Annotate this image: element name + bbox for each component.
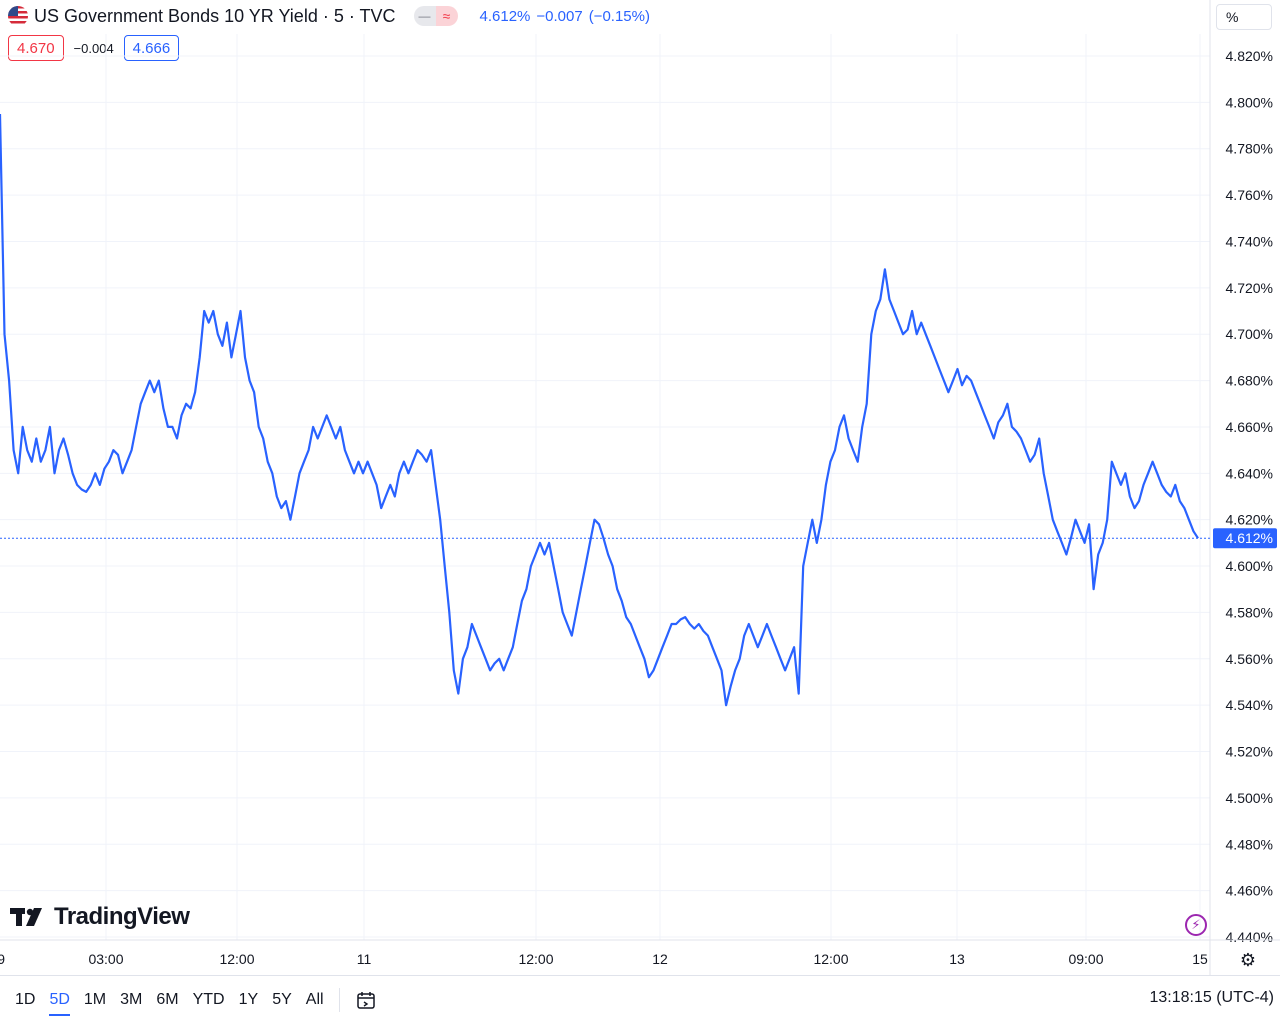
y-tick-label: 4.760% xyxy=(1226,187,1273,203)
x-tick-label: 9 xyxy=(0,951,5,967)
y-tick-label: 4.600% xyxy=(1226,558,1273,574)
market-status-icon[interactable]: — xyxy=(413,6,436,26)
x-tick-label: 13 xyxy=(949,951,965,967)
toolbar-divider xyxy=(338,988,340,1012)
tradingview-mark-icon xyxy=(10,908,42,926)
symbol-title[interactable]: US Government Bonds 10 YR Yield · 5 · TV… xyxy=(34,5,396,26)
range-1d[interactable]: 1D xyxy=(15,991,36,1008)
price-change-percent: (−0.15%) xyxy=(588,7,650,25)
y-tick-label: 4.820% xyxy=(1226,48,1273,64)
last-price: 4.612% xyxy=(479,7,531,25)
settings-icon[interactable]: ⚙ xyxy=(1239,950,1257,970)
range-5y[interactable]: 5Y xyxy=(272,991,292,1008)
y-tick-label: 4.780% xyxy=(1226,141,1273,157)
range-1y[interactable]: 1Y xyxy=(238,991,259,1008)
spread-value: −0.004 xyxy=(73,40,114,56)
symbol-title-row: US Government Bonds 10 YR Yield · 5 · TV… xyxy=(8,4,650,28)
x-tick-label: 09:00 xyxy=(1068,951,1103,967)
range-6m[interactable]: 6M xyxy=(156,991,179,1008)
y-tick-label: 4.740% xyxy=(1226,233,1273,249)
bid-box[interactable]: 4.670 xyxy=(8,35,64,61)
status-pill[interactable]: — ≈ xyxy=(413,6,458,26)
ask-box[interactable]: 4.666 xyxy=(123,35,180,61)
range-all[interactable]: All xyxy=(305,991,324,1008)
x-tick-label: 12:00 xyxy=(813,951,848,967)
us-flag-icon xyxy=(8,6,28,26)
x-tick-label: 12:00 xyxy=(518,951,553,967)
time-axis: 9 03:00 12:00 11 12:00 12 12:00 13 09:00 15 xyxy=(0,939,1280,967)
yield-series-line xyxy=(0,113,1199,707)
brand-name: TradingView xyxy=(54,903,190,930)
y-tick-label: 4.480% xyxy=(1226,836,1273,852)
tradingview-logo[interactable]: TradingView xyxy=(10,903,190,931)
range-selector: 1D 5D 1M 3M 6M YTD 1Y 5Y All xyxy=(8,988,376,1016)
y-tick-label: 4.520% xyxy=(1226,744,1273,760)
y-tick-label: 4.500% xyxy=(1226,790,1273,806)
chart-grid xyxy=(0,34,1210,940)
price-axis: 4.820% 4.800% 4.780% 4.760% 4.740% 4.720% 4.70… xyxy=(1209,0,1273,975)
clock-timezone[interactable]: 13:18:15 (UTC-4) xyxy=(1149,989,1275,1006)
y-tick-label: 4.540% xyxy=(1226,697,1273,713)
y-tick-label: 4.640% xyxy=(1226,465,1273,481)
quote-row: 4.670 −0.004 4.666 xyxy=(8,35,180,61)
x-tick-label: 03:00 xyxy=(88,951,123,967)
price-chart[interactable]: 4.820% 4.800% 4.780% 4.760% 4.740% 4.720% 4.70… xyxy=(0,0,1280,975)
y-tick-label: 4.580% xyxy=(1226,604,1273,620)
x-tick-label: 12 xyxy=(652,951,668,967)
x-tick-label: 12:00 xyxy=(219,951,254,967)
y-tick-label: 4.460% xyxy=(1226,883,1273,899)
x-tick-label: 15 xyxy=(1192,951,1208,967)
y-tick-label: 4.560% xyxy=(1226,651,1273,667)
lightning-icon[interactable]: ⚡ xyxy=(1185,914,1207,936)
y-tick-label: 4.700% xyxy=(1226,326,1273,342)
range-5d[interactable]: 5D xyxy=(49,991,71,1016)
current-price-tag-bg xyxy=(1213,528,1277,549)
y-tick-label: 4.800% xyxy=(1226,94,1273,110)
y-tick-label: 4.720% xyxy=(1226,280,1273,296)
y-tick-label: 4.620% xyxy=(1226,512,1273,528)
chart-header: US Government Bonds 10 YR Yield · 5 · TV… xyxy=(0,0,1210,70)
y-tick-label: 4.680% xyxy=(1226,373,1273,389)
bottom-toolbar: 1D 5D 1M 3M 6M YTD 1Y 5Y All 13:18:15 (U… xyxy=(0,975,1280,1017)
y-tick-label: 4.660% xyxy=(1226,419,1273,435)
calendar-range-icon[interactable] xyxy=(356,990,376,1010)
range-ytd[interactable]: YTD xyxy=(192,991,225,1008)
current-price-label: 4.612% xyxy=(1226,530,1273,546)
axis-unit-button[interactable]: % xyxy=(1216,4,1272,30)
delayed-data-icon[interactable]: ≈ xyxy=(435,6,458,26)
price-change: −0.007 xyxy=(536,7,583,25)
range-3m[interactable]: 3M xyxy=(120,991,143,1008)
current-price-tag: 4.612% xyxy=(1213,528,1277,549)
y-tick-label: 4.440% xyxy=(1226,929,1273,945)
x-tick-label: 11 xyxy=(357,951,372,967)
range-1m[interactable]: 1M xyxy=(83,991,107,1008)
